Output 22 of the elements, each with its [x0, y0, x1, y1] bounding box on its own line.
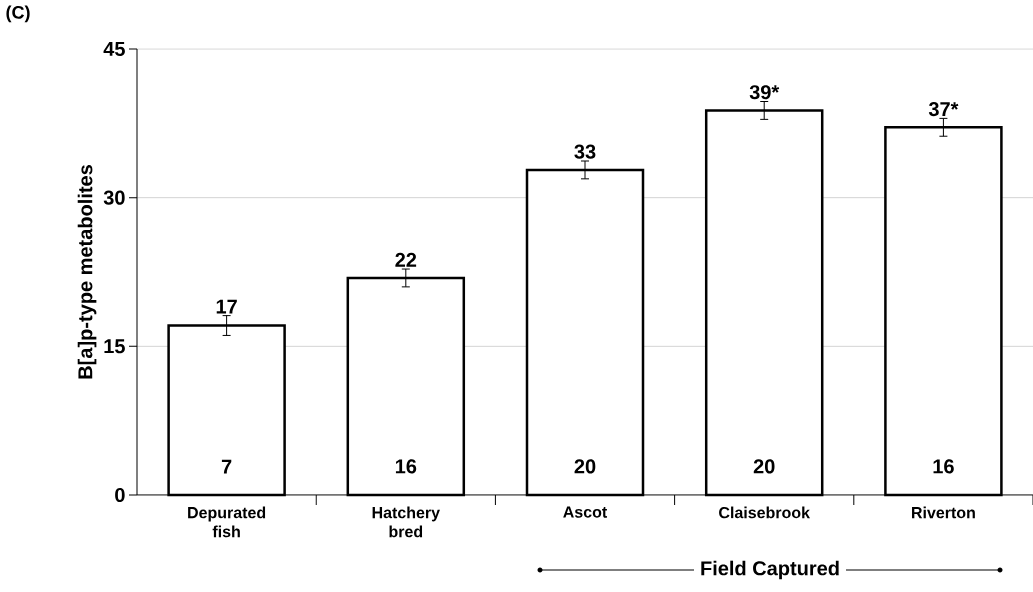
text: (C) [6, 5, 30, 23]
x-tick-label: Hatchery bred [372, 506, 440, 538]
data-label: 22 [395, 252, 417, 267]
x-tick-label: Claisebrook [719, 506, 811, 519]
data-label: 39* [749, 85, 780, 100]
annotation: 20 [574, 459, 596, 474]
y-tick-label: 15 [104, 339, 125, 354]
annotation: 20 [753, 459, 775, 474]
data-label: 17 [216, 299, 237, 314]
x-tick-label: Ascot [563, 506, 608, 518]
x-tick-label: Depurated fish [188, 506, 266, 538]
x-tick-label: Riverton [912, 506, 975, 519]
text: Field Captured [701, 560, 839, 580]
annotation: 7 [221, 459, 232, 474]
data-label: 33 [574, 144, 596, 159]
y-tick-label: 45 [103, 42, 125, 56]
annotation: 16 [933, 459, 954, 474]
annotation: 16 [395, 459, 417, 474]
y-tick-label: 30 [103, 190, 125, 205]
y-tick-label: 0 [115, 487, 125, 503]
y-axis-title: B[a]p-type metabolites [77, 165, 97, 379]
data-label: 37* [928, 101, 959, 117]
